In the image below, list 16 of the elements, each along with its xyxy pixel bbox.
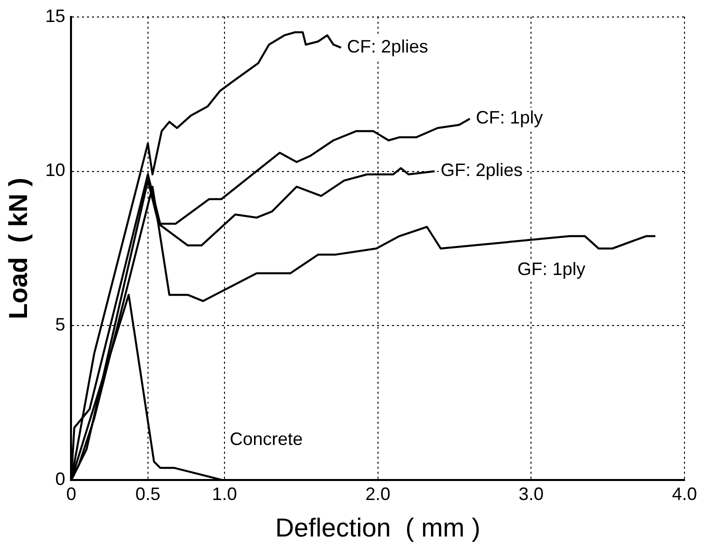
series-label: GF: 1ply	[517, 259, 586, 280]
x-tick-label: 3.0	[518, 484, 544, 504]
series-label: CF: 1ply	[476, 108, 543, 128]
series-label: Concrete	[230, 429, 303, 450]
y-tick-label: 15	[45, 6, 66, 26]
x-tick-label: 0.5	[135, 484, 160, 504]
y-tick-label: 10	[45, 160, 66, 180]
x-axis-title: Deflection ( mm )	[275, 512, 480, 543]
series-label: GF: 2plies	[440, 160, 523, 180]
series-label: CF: 2plies	[347, 36, 428, 57]
y-axis-title: Load ( kN )	[2, 178, 33, 320]
y-tick-label: 0	[55, 469, 66, 490]
x-tick-label: 4.0	[672, 484, 698, 504]
x-tick-label: 1.0	[212, 484, 238, 504]
y-tick-label: 5	[55, 314, 66, 335]
x-tick-label: 2.0	[365, 484, 390, 504]
